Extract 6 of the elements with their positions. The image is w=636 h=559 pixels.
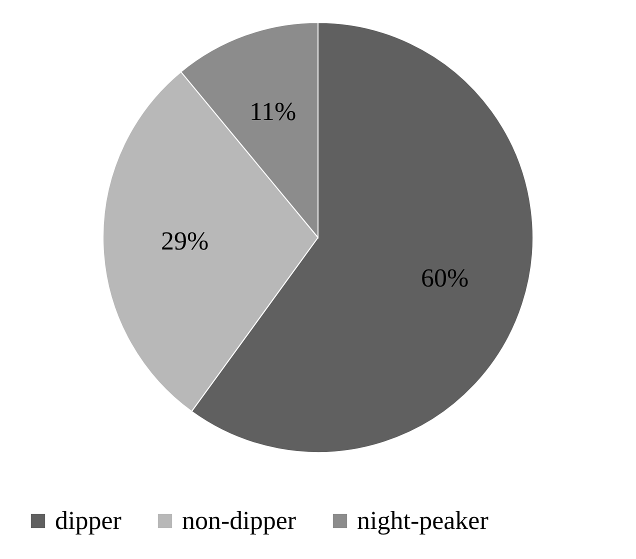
legend-label: night-peaker	[357, 506, 489, 535]
data-label: 29%	[160, 226, 209, 256]
legend-label: dipper	[55, 506, 122, 535]
data-label: 60%	[420, 264, 469, 293]
legend-label: non-dipper	[182, 506, 296, 535]
data-label: 11%	[249, 97, 296, 126]
